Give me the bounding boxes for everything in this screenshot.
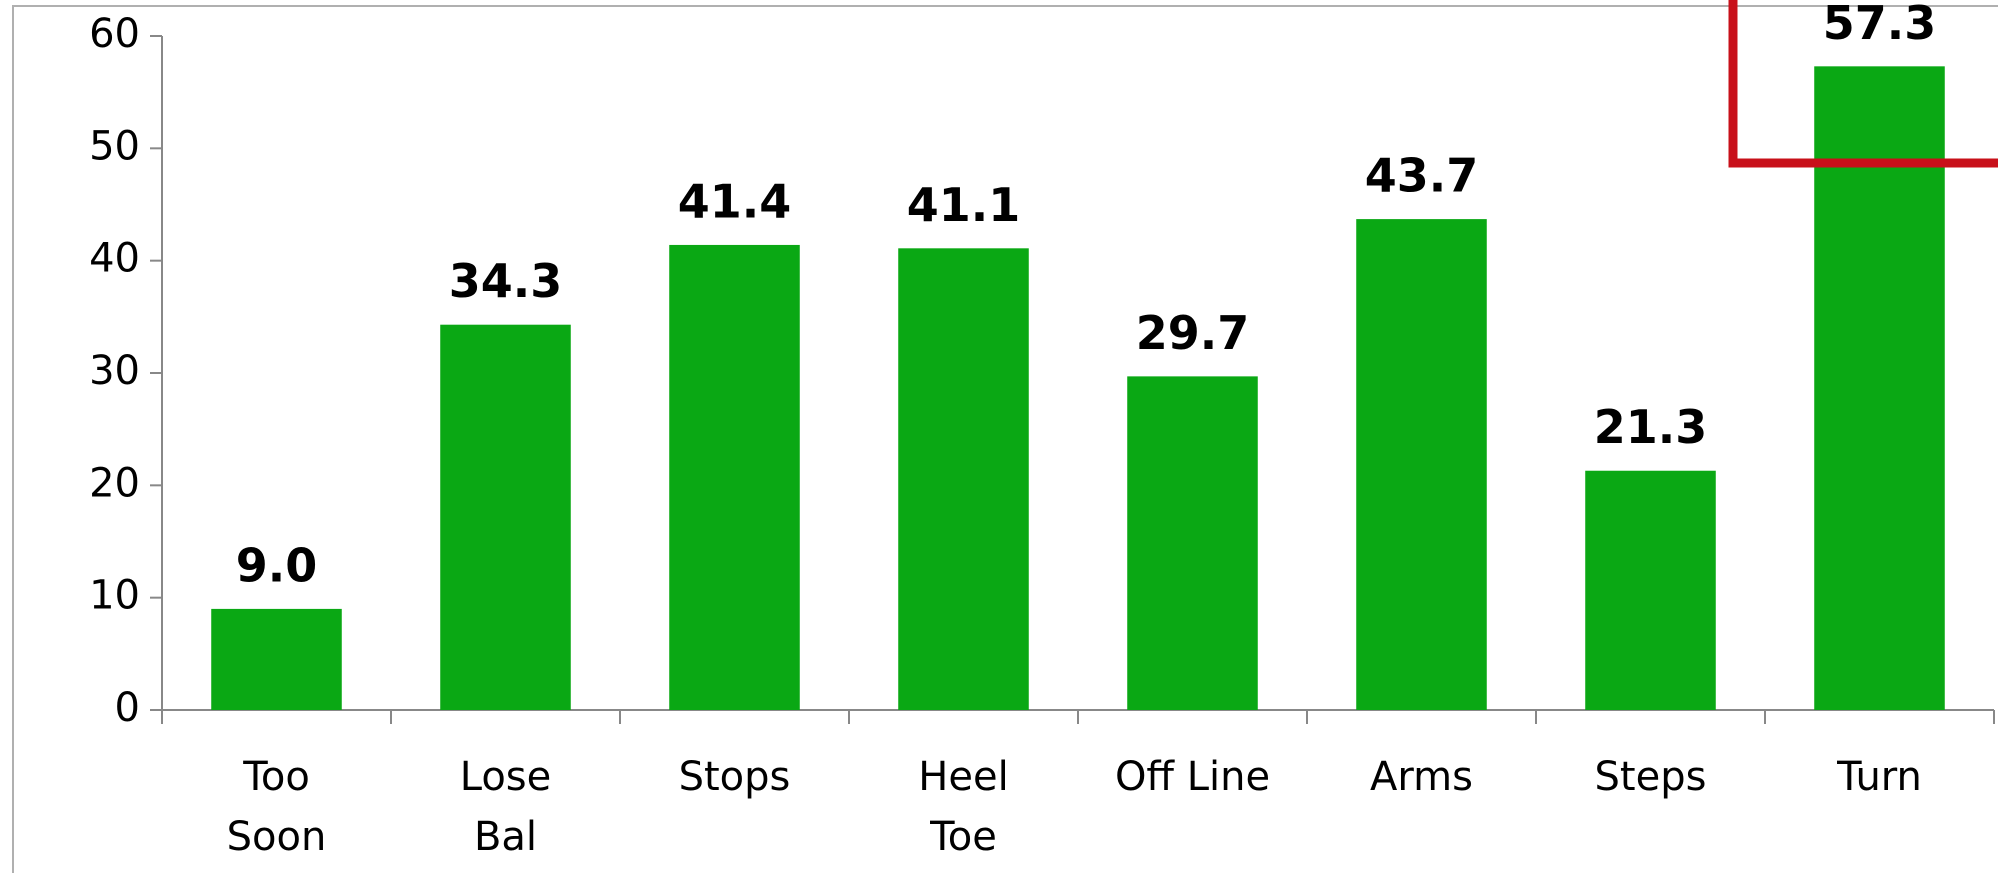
y-tick-label: 50 <box>89 123 140 169</box>
bar <box>1585 470 1716 710</box>
data-label: 34.3 <box>449 254 563 308</box>
bar <box>1814 66 1945 710</box>
x-tick-label: Heel <box>918 754 1008 800</box>
x-tick-label: Off Line <box>1115 754 1270 800</box>
data-label: 9.0 <box>236 538 318 592</box>
x-tick-label: Lose <box>460 754 552 800</box>
x-tick-label: Bal <box>474 814 537 860</box>
y-tick-label: 60 <box>89 11 140 57</box>
bar <box>440 324 571 710</box>
chart-frame <box>12 5 1998 873</box>
x-tick-label: Soon <box>227 814 327 860</box>
x-tick-label: Arms <box>1370 754 1473 800</box>
highlight-box <box>1728 0 1998 168</box>
x-tick-label: Stops <box>679 754 791 800</box>
data-label: 43.7 <box>1365 149 1479 203</box>
data-label: 41.4 <box>678 174 792 228</box>
x-tick-label: Turn <box>1836 754 1922 800</box>
y-tick-label: 10 <box>89 573 140 619</box>
data-label: 41.1 <box>907 178 1021 232</box>
bar <box>1356 219 1487 710</box>
data-label: 21.3 <box>1594 400 1708 454</box>
bar <box>211 608 342 710</box>
data-label: 57.3 <box>1823 0 1937 50</box>
data-label: 29.7 <box>1136 306 1250 360</box>
y-tick-label: 40 <box>89 236 140 282</box>
bar <box>898 248 1029 710</box>
y-tick-label: 0 <box>115 685 140 731</box>
bar <box>669 244 800 710</box>
y-tick-label: 30 <box>89 348 140 394</box>
bar <box>1127 376 1258 710</box>
x-tick-label: Steps <box>1595 754 1707 800</box>
x-tick-label: Too <box>242 754 310 800</box>
y-tick-label: 20 <box>89 460 140 506</box>
x-tick-label: Toe <box>929 814 997 860</box>
plot: 0 10 20 30 40 50 60 Too Soon 9.0 Lose Bal 34.3 Stops 4… <box>89 0 1995 860</box>
